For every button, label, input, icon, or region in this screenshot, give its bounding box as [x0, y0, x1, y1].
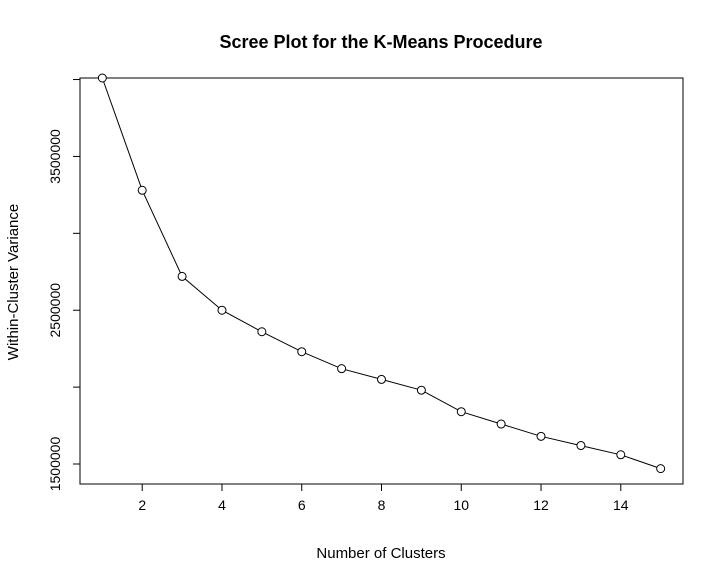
data-point [297, 347, 307, 357]
y-axis-label: Within-Cluster Variance [5, 204, 22, 360]
series-layer [97, 73, 666, 474]
data-point [137, 185, 147, 195]
data-point [496, 419, 506, 429]
data-point [456, 407, 466, 417]
data-point [377, 374, 386, 384]
data-point [576, 441, 586, 451]
x-tick-label: 12 [533, 497, 549, 513]
data-point [416, 385, 426, 395]
plot-frame [79, 77, 684, 485]
data-point [656, 464, 666, 474]
x-axis: 2 4 6 8 10 12 14 [138, 483, 629, 513]
x-tick-label: 14 [613, 497, 629, 513]
data-point [217, 305, 227, 315]
x-axis-label: Number of Clusters [316, 545, 445, 562]
series-line [101, 77, 661, 470]
x-tick-label: 10 [453, 497, 469, 513]
chart-title: Scree Plot for the K-Means Procedure [219, 32, 542, 52]
y-tick-label: 1500000 [47, 437, 63, 492]
data-point [337, 364, 347, 374]
data-point [616, 450, 626, 460]
y-axis: 1500000 2500000 3500000 [47, 79, 81, 492]
x-tick-label: 8 [378, 497, 386, 513]
data-point [257, 327, 267, 337]
y-tick-label: 2500000 [47, 283, 63, 338]
y-tick-label: 3500000 [47, 129, 63, 184]
data-point [536, 431, 546, 441]
data-point [177, 271, 187, 281]
x-tick-label: 6 [298, 497, 306, 513]
x-tick-label: 4 [218, 497, 226, 513]
data-point [97, 73, 107, 83]
x-tick-label: 2 [138, 497, 146, 513]
